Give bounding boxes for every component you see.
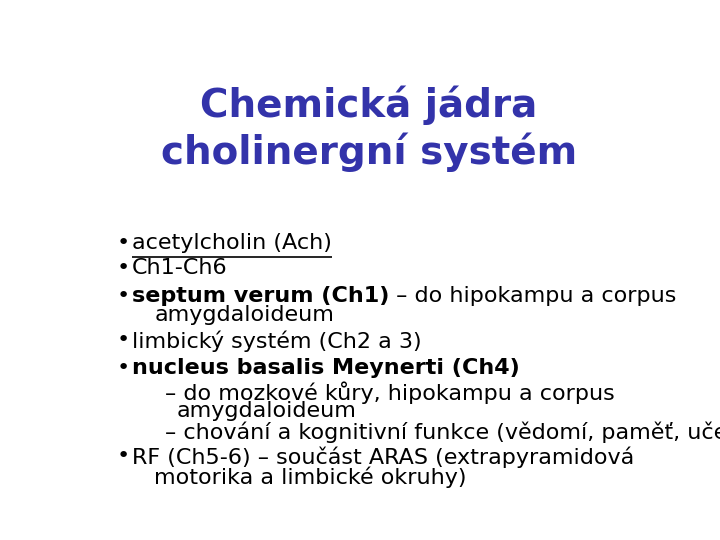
Text: amygdaloideum: amygdaloideum: [154, 305, 334, 325]
Text: •: •: [117, 286, 130, 306]
Text: nucleus basalis Meynerti (Ch4): nucleus basalis Meynerti (Ch4): [132, 358, 520, 378]
Text: •: •: [117, 358, 130, 378]
Text: amygdaloideum: amygdaloideum: [176, 401, 356, 421]
Text: acetylcholin (Ach): acetylcholin (Ach): [132, 233, 332, 253]
Text: limbický systém (Ch2 a 3): limbický systém (Ch2 a 3): [132, 330, 421, 352]
Text: motorika a limbické okruhy): motorika a limbické okruhy): [154, 467, 467, 488]
Text: •: •: [117, 446, 130, 466]
Text: Chemická jádra
cholinergní systém: Chemická jádra cholinergní systém: [161, 85, 577, 172]
Text: – do mozkové kůry, hipokampu a corpus: – do mozkové kůry, hipokampu a corpus: [166, 382, 615, 404]
Text: – do hipokampu a corpus: – do hipokampu a corpus: [390, 286, 677, 306]
Text: septum verum (Ch1): septum verum (Ch1): [132, 286, 390, 306]
Text: Ch1-Ch6: Ch1-Ch6: [132, 258, 228, 278]
Text: •: •: [117, 233, 130, 253]
Text: – chování a kognitivní funkce (vědomí, paměť, učení): – chování a kognitivní funkce (vědomí, p…: [166, 421, 720, 443]
Text: RF (Ch5-6) – součást ARAS (extrapyramidová: RF (Ch5-6) – součást ARAS (extrapyramido…: [132, 446, 634, 468]
Text: •: •: [117, 330, 130, 350]
Text: •: •: [117, 258, 130, 278]
